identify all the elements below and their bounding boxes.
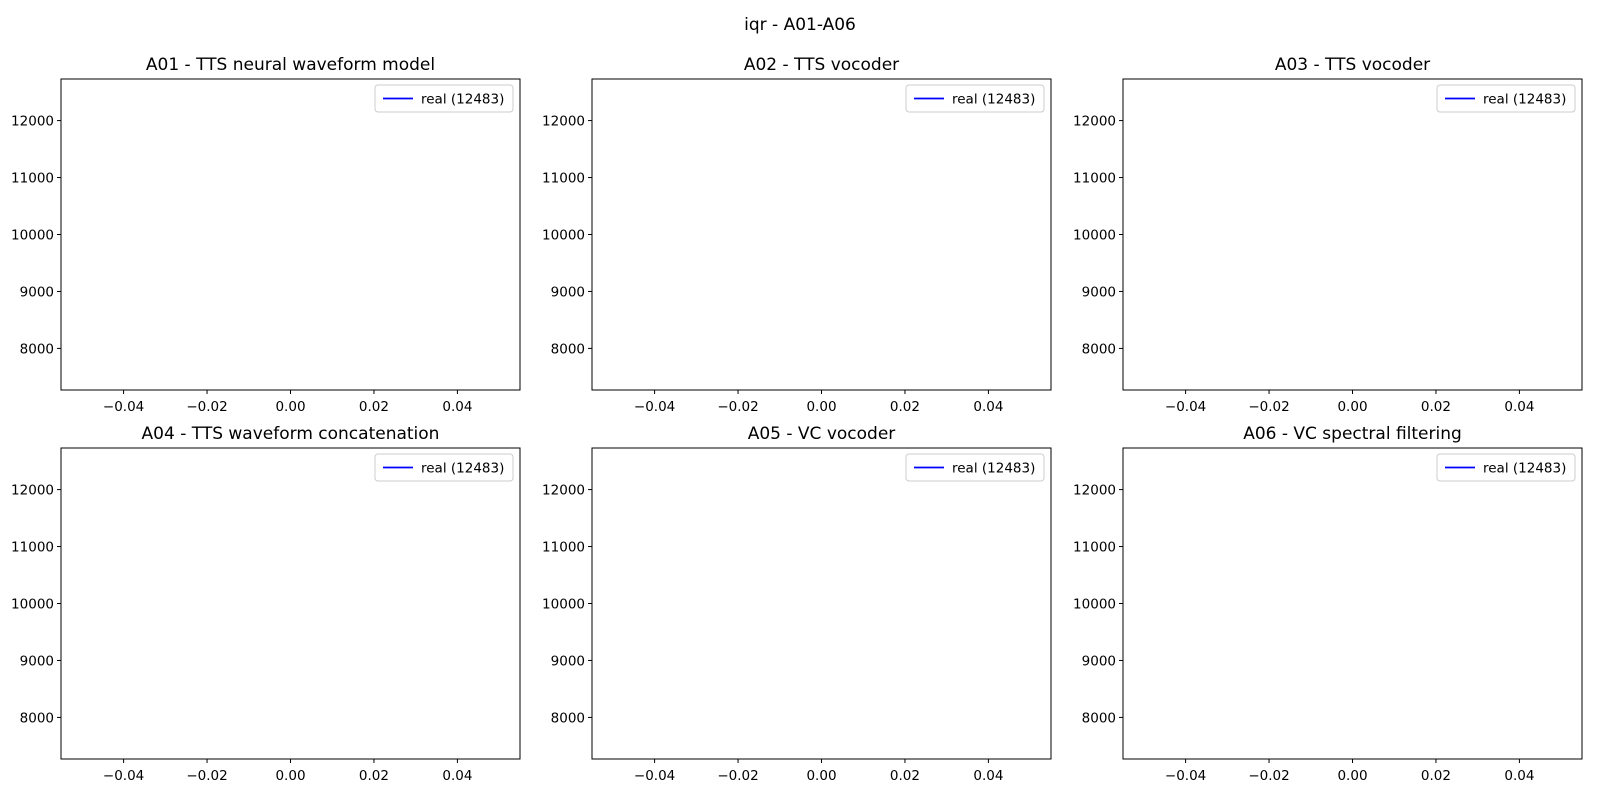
legend-box [1436,84,1576,113]
y-tick-label: 12000 [542,114,585,130]
subplot-2: A02 - TTS vocoder −0.04 −0.02 0.00 0.02 0.04 8… [542,55,1052,415]
y-tick-label: 8000 [551,341,585,357]
axes-frame [60,78,521,391]
y-tick-label: 12000 [542,483,585,499]
x-tick-label: −0.04 [103,768,144,784]
legend-label: real (12483) [1483,92,1566,108]
y-tick-label: 11000 [1073,540,1116,556]
legend-box [374,453,514,482]
legend-label: real (12483) [421,461,504,477]
subplot-title: A03 - TTS vocoder [1275,55,1430,75]
x-tick-label: −0.04 [1165,399,1206,415]
subplot-title: A06 - VC spectral filtering [1243,424,1462,444]
y-tick-label: 8000 [20,341,54,357]
legend-box [1436,453,1576,482]
legend: real (12483) [374,84,514,113]
x-tick-label: −0.04 [634,399,675,415]
legend-box [905,453,1045,482]
x-tick-label: 0.02 [1421,399,1451,415]
legend-box [374,84,514,113]
subplot-4: A04 - TTS waveform concatenation −0.04 −0.… [11,424,521,784]
axes-frame [1122,447,1583,760]
x-tick-label: 0.04 [442,768,472,784]
y-tick-label: 9000 [1082,284,1116,300]
subplot-title: A02 - TTS vocoder [744,55,899,75]
legend-box [905,84,1045,113]
x-tick-label: −0.02 [717,399,758,415]
x-tick-label: 0.04 [442,399,472,415]
x-tick-label: 0.04 [973,399,1003,415]
x-tick-label: 0.02 [1421,768,1451,784]
x-tick-label: 0.02 [359,399,389,415]
y-tick-label: 9000 [551,653,585,669]
legend: real (12483) [1436,84,1576,113]
x-tick-label: 0.04 [1504,399,1534,415]
legend: real (12483) [905,453,1045,482]
x-tick-label: −0.02 [186,768,227,784]
y-tick-label: 11000 [1073,171,1116,187]
y-tick-label: 10000 [11,597,54,613]
y-tick-label: 8000 [1082,341,1116,357]
subplot-title: A05 - VC vocoder [748,424,896,444]
y-tick-label: 12000 [1073,114,1116,130]
y-tick-label: 12000 [1073,483,1116,499]
y-tick-label: 10000 [1073,597,1116,613]
legend-label: real (12483) [421,92,504,108]
y-tick-label: 10000 [542,597,585,613]
axes-frame [1122,78,1583,391]
x-tick-label: 0.00 [275,399,305,415]
legend: real (12483) [1436,453,1576,482]
x-tick-label: 0.04 [973,768,1003,784]
subplot-3: A03 - TTS vocoder −0.04 −0.02 0.00 0.02 0.04 8… [1073,55,1583,415]
y-tick-label: 12000 [11,114,54,130]
y-tick-label: 9000 [551,284,585,300]
y-tick-label: 10000 [542,228,585,244]
y-tick-label: 9000 [20,653,54,669]
x-tick-label: −0.02 [186,399,227,415]
x-tick-label: −0.02 [717,768,758,784]
axes-frame [60,447,521,760]
x-tick-label: −0.02 [1248,768,1289,784]
subplot-title: A01 - TTS neural waveform model [146,55,435,75]
x-tick-label: −0.04 [103,399,144,415]
y-tick-label: 11000 [11,540,54,556]
x-tick-label: 0.02 [359,768,389,784]
y-tick-label: 9000 [1082,653,1116,669]
y-tick-label: 11000 [542,540,585,556]
x-tick-label: 0.00 [806,768,836,784]
subplot-title: A04 - TTS waveform concatenation [142,424,440,444]
legend-label: real (12483) [952,461,1035,477]
y-tick-label: 8000 [1082,710,1116,726]
x-tick-label: 0.00 [1337,399,1367,415]
subplot-6: A06 - VC spectral filtering −0.04 −0.02 0.0… [1073,424,1583,784]
x-tick-label: 0.04 [1504,768,1534,784]
y-tick-label: 10000 [1073,228,1116,244]
y-tick-label: 8000 [551,710,585,726]
y-tick-label: 10000 [11,228,54,244]
subplot-5: A05 - VC vocoder −0.04 −0.02 0.00 0.02 0.04 80… [542,424,1052,784]
x-tick-label: 0.02 [890,399,920,415]
x-tick-label: 0.02 [890,768,920,784]
x-tick-label: −0.04 [1165,768,1206,784]
legend: real (12483) [905,84,1045,113]
x-tick-label: −0.04 [634,768,675,784]
figure-title: iqr - A01-A06 [744,15,856,35]
axes-frame [591,78,1052,391]
y-tick-label: 8000 [20,710,54,726]
legend-label: real (12483) [952,92,1035,108]
x-tick-label: 0.00 [806,399,836,415]
x-tick-label: 0.00 [1337,768,1367,784]
subplot-grid: A01 - TTS neural waveform model −0.04 −0.0… [11,55,1583,784]
legend-label: real (12483) [1483,461,1566,477]
legend: real (12483) [374,453,514,482]
y-tick-label: 11000 [542,171,585,187]
y-tick-label: 11000 [11,171,54,187]
y-tick-label: 9000 [20,284,54,300]
x-tick-label: −0.02 [1248,399,1289,415]
subplot-1: A01 - TTS neural waveform model −0.04 −0.0… [11,55,521,415]
x-tick-label: 0.00 [275,768,305,784]
axes-frame [591,447,1052,760]
y-tick-label: 12000 [11,483,54,499]
